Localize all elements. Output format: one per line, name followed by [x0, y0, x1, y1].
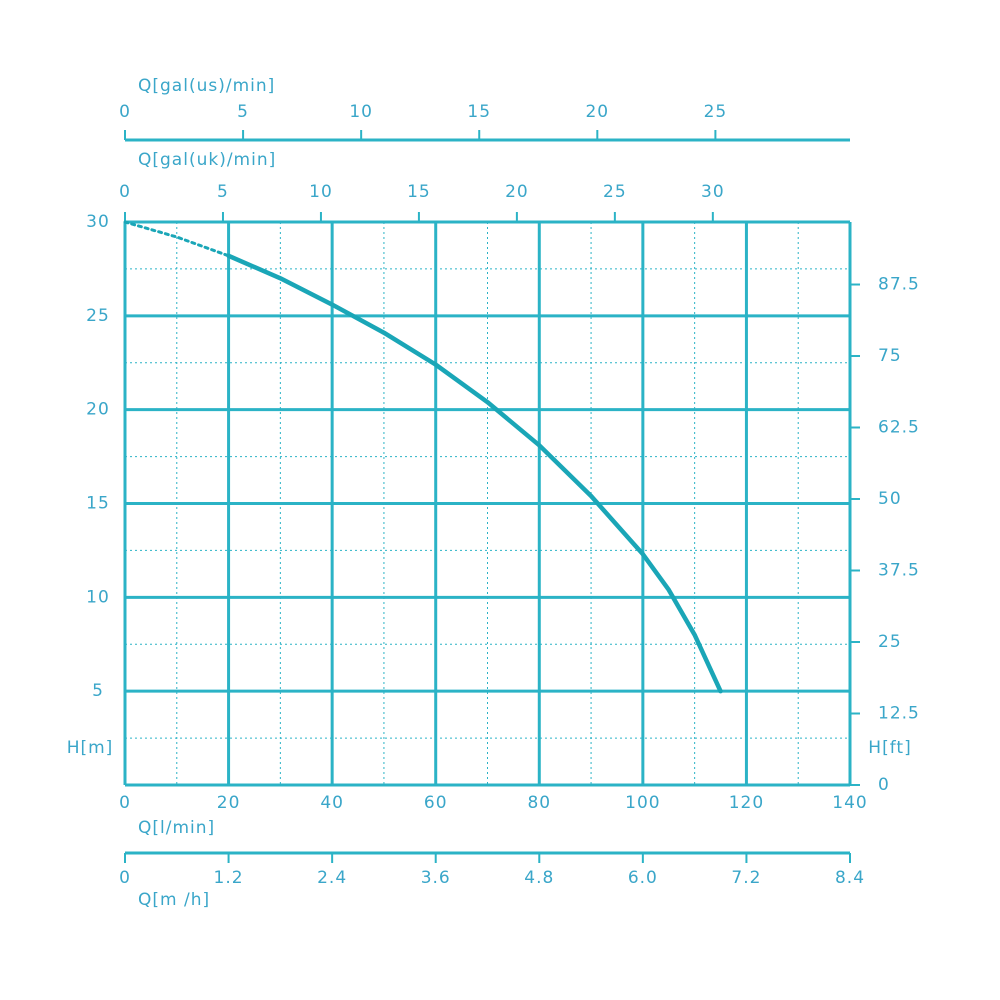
x-tick-label: 30 [701, 182, 725, 202]
x-axis-label: Q[l/min] [138, 818, 215, 838]
y-axis-label: H[m] [67, 738, 114, 758]
y2-tick-label: 12.5 [878, 704, 920, 724]
x-tick-label: 2.4 [317, 868, 347, 888]
x-tick-label: 60 [424, 793, 448, 813]
x-tick-label: 20 [217, 793, 241, 813]
x-tick-label: 6.0 [628, 868, 658, 888]
pump-curve [226, 253, 723, 694]
x-tick-label: 100 [625, 793, 660, 813]
x-tick-label: 0 [119, 793, 131, 813]
y-tick-label: 20 [86, 400, 110, 420]
x-tick-label: 5 [237, 102, 249, 122]
y2-tick-label: 75 [878, 346, 902, 366]
x-tick-label: 3.6 [421, 868, 451, 888]
x-tick-label: 10 [309, 182, 333, 202]
y2-tick-label: 87.5 [878, 275, 920, 295]
y-tick-label: 15 [86, 494, 110, 514]
y2-tick-label: 62.5 [878, 418, 920, 438]
x-tick-label: 7.2 [731, 868, 761, 888]
x-tick-label: 20 [585, 102, 609, 122]
x-tick-label: 80 [527, 793, 551, 813]
x-tick-label: 15 [467, 102, 491, 122]
x-tick-label: 25 [603, 182, 627, 202]
x-tick-label: 20 [505, 182, 529, 202]
y-tick-label: 10 [86, 587, 110, 607]
x-tick-label: 0 [119, 182, 131, 202]
x-tick-label: 120 [729, 793, 764, 813]
pump-curve [123, 220, 231, 258]
y2-tick-label: 37.5 [878, 561, 920, 581]
x-axis-label: Q[m /h] [138, 890, 210, 910]
x-tick-label: 140 [832, 793, 867, 813]
x-tick-label: 5 [217, 182, 229, 202]
x-tick-label: 1.2 [214, 868, 244, 888]
y2-axis-label: H[ft] [868, 738, 911, 758]
x-tick-label: 4.8 [524, 868, 554, 888]
x-tick-label: 10 [349, 102, 373, 122]
y2-tick-label: 0 [878, 775, 890, 795]
y-tick-label: 5 [92, 681, 104, 701]
y2-tick-label: 50 [878, 489, 902, 509]
x-tick-label: 15 [407, 182, 431, 202]
y-tick-label: 30 [86, 212, 110, 232]
x-tick-label: 0 [119, 102, 131, 122]
x-tick-label: 8.4 [835, 868, 865, 888]
x-tick-label: 25 [704, 102, 728, 122]
y2-tick-label: 25 [878, 632, 902, 652]
y-tick-label: 25 [86, 306, 110, 326]
x-tick-label: 40 [320, 793, 344, 813]
x-axis-label: Q[gal(uk)/min] [138, 150, 276, 170]
x-axis-label: Q[gal(us)/min] [138, 76, 275, 96]
x-tick-label: 0 [119, 868, 131, 888]
